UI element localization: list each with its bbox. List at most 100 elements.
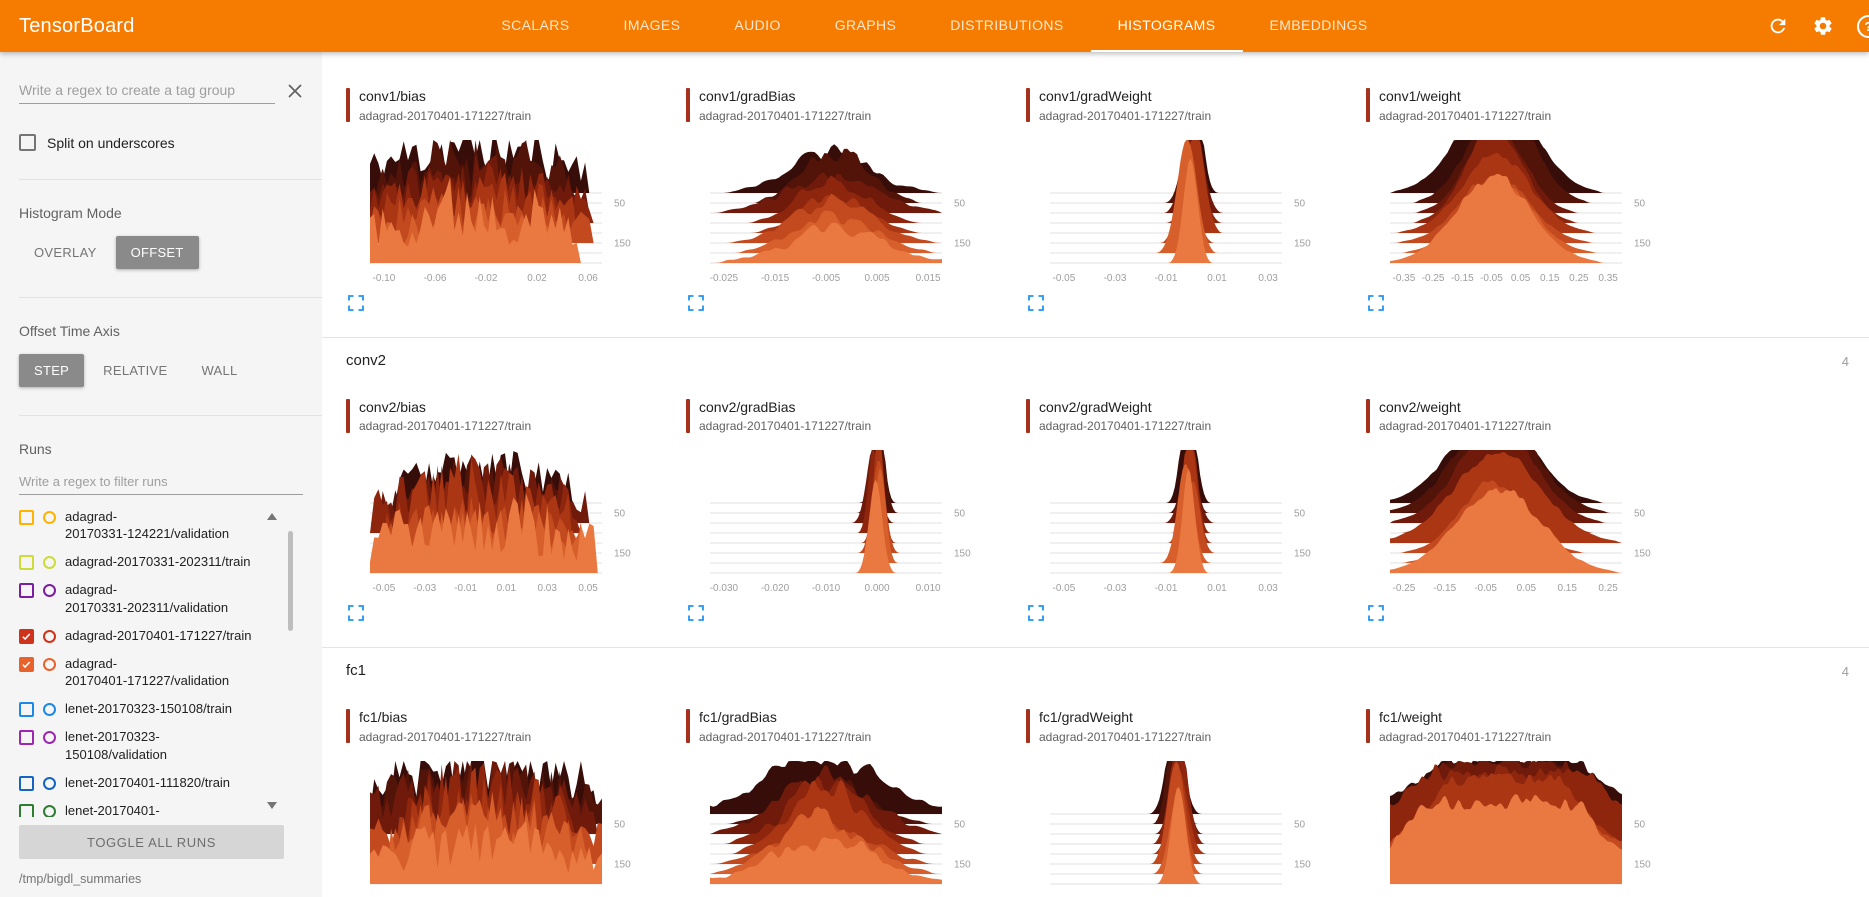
run-row[interactable]: lenet-20170323-150108/validation [19, 723, 303, 768]
run-checkbox[interactable] [19, 803, 34, 817]
tab-histograms[interactable]: HISTOGRAMS [1090, 0, 1243, 52]
help-icon[interactable]: ? [1857, 14, 1869, 38]
svg-text:150: 150 [1634, 549, 1651, 560]
scroll-up-icon[interactable] [267, 513, 277, 520]
settings-icon[interactable] [1812, 15, 1834, 37]
card-title: conv2/weight [1379, 398, 1461, 415]
histogram-chart-fc1-gradWeight[interactable]: 50 150 [1034, 752, 1334, 897]
split-underscores-checkbox[interactable] [19, 134, 36, 151]
tab-scalars[interactable]: SCALARS [501, 17, 570, 33]
histogram-chart-fc1-weight[interactable]: 50 150 [1374, 752, 1674, 897]
run-radio[interactable] [43, 703, 56, 717]
run-radio[interactable] [43, 556, 56, 570]
time-axis-option-relative[interactable]: RELATIVE [103, 363, 168, 378]
tag-filter-group: Split on underscores [19, 52, 322, 180]
svg-text:50: 50 [954, 198, 966, 209]
tab-images[interactable]: IMAGES [623, 17, 681, 33]
tag-group-filter-input[interactable] [19, 77, 275, 104]
runs-group: Runs adagrad- 20170331-124221/validation… [19, 416, 322, 886]
run-row[interactable]: lenet-20170401-111820/validation [19, 797, 303, 817]
expand-icon[interactable] [348, 605, 364, 621]
run-radio[interactable] [43, 776, 56, 790]
run-row[interactable]: adagrad- 20170401-171227/validation [19, 650, 303, 695]
histogram-chart-conv1-gradBias[interactable]: 50 150 -0.025 -0.015 -0.005 0.005 0.015 [694, 131, 994, 289]
section-header[interactable]: conv2 4 [322, 336, 1869, 399]
histogram-mode-option-overlay[interactable]: OVERLAY [34, 245, 97, 260]
section-header[interactable]: fc1 4 [322, 647, 1869, 709]
runs-filter-input[interactable] [19, 469, 303, 495]
scroll-down-icon[interactable] [267, 802, 277, 809]
run-checkbox[interactable] [19, 510, 34, 525]
histogram-chart-conv2-gradWeight[interactable]: 50 150 -0.05 -0.03 -0.01 0.01 0.03 [1034, 441, 1334, 599]
histogram-mode-group: Histogram Mode OVERLAY OFFSET [19, 180, 322, 298]
run-checkbox[interactable] [19, 555, 34, 571]
expand-icon[interactable] [688, 294, 704, 311]
run-row[interactable]: adagrad- 20170331-124221/validation [19, 503, 303, 548]
run-checkbox[interactable] [19, 775, 34, 791]
svg-text:0.25: 0.25 [1569, 273, 1589, 284]
svg-text:0.05: 0.05 [1517, 583, 1537, 594]
histogram-mode-option-offset[interactable]: OFFSET [115, 236, 199, 269]
card-header: conv2/gradWeight adagrad-20170401-171227/… [1026, 398, 1366, 433]
run-checkbox[interactable] [19, 656, 34, 672]
run-checkbox[interactable] [19, 628, 34, 644]
run-radio[interactable] [43, 804, 56, 817]
histogram-chart-fc1-bias[interactable]: 50 150 [354, 752, 654, 897]
histogram-chart-fc1-gradBias[interactable]: 50 150 [694, 752, 994, 897]
svg-text:0.02: 0.02 [527, 273, 547, 284]
card-header: conv2/bias adagrad-20170401-171227/train [346, 398, 686, 433]
histogram-chart-conv2-weight[interactable]: 50 150 -0.25 -0.15 -0.05 0.05 0.15 0.25 [1374, 441, 1674, 599]
histogram-chart-conv1-gradWeight[interactable]: 50 150 -0.05 -0.03 -0.01 0.01 0.03 [1034, 131, 1334, 289]
expand-icon[interactable] [1368, 294, 1384, 311]
run-radio[interactable] [43, 657, 56, 671]
offset-time-axis-label: Offset Time Axis [19, 323, 120, 339]
run-radio[interactable] [43, 584, 56, 598]
histogram-chart-conv1-weight[interactable]: 50 150 -0.35 -0.25 -0.15 -0.05 0.05 0.15 0.25 0.3… [1374, 131, 1674, 289]
run-checkbox[interactable] [19, 702, 34, 718]
histogram-chart-conv2-bias[interactable]: 50 150 -0.05 -0.03 -0.01 0.01 0.03 0.05 [354, 441, 654, 599]
tab-graphs[interactable]: GRAPHS [834, 17, 897, 33]
histogram-chart-conv1-bias[interactable]: 50 150 -0.10 -0.06 -0.02 0.02 0.06 [354, 131, 654, 289]
toggle-all-runs-button[interactable]: TOGGLE ALL RUNS [19, 825, 284, 859]
run-color-marker [1366, 398, 1370, 433]
card-row: conv2/bias adagrad-20170401-171227/train 5… [322, 398, 1869, 622]
svg-text:150: 150 [1294, 549, 1311, 560]
svg-text:50: 50 [1294, 198, 1306, 209]
scrollbar-thumb[interactable] [288, 531, 293, 631]
run-row[interactable]: lenet-20170323-150108/train [19, 695, 303, 723]
card-run-name: adagrad-20170401-171227/train [1379, 729, 1552, 744]
run-row[interactable]: adagrad-20170401-171227/train [19, 622, 303, 650]
run-color-marker [1366, 709, 1370, 743]
time-axis-option-step[interactable]: STEP [19, 354, 85, 387]
run-row[interactable]: adagrad-20170331-202311/train [19, 548, 303, 576]
run-row[interactable]: adagrad- 20170331-202311/validation [19, 576, 303, 621]
card-run-name: adagrad-20170401-171227/train [699, 419, 872, 433]
run-radio[interactable] [43, 629, 56, 643]
tab-embeddings[interactable]: EMBEDDINGS [1269, 17, 1368, 33]
expand-icon[interactable] [1368, 605, 1384, 621]
expand-icon[interactable] [688, 605, 704, 621]
expand-icon[interactable] [1028, 605, 1044, 621]
time-axis-option-wall[interactable]: WALL [201, 363, 238, 378]
card-run-name: adagrad-20170401-171227/train [1379, 419, 1552, 433]
tab-distributions[interactable]: DISTRIBUTIONS [950, 17, 1064, 33]
tab-audio[interactable]: AUDIO [734, 17, 781, 33]
run-row[interactable]: lenet-20170401-111820/train [19, 769, 303, 797]
svg-text:-0.10: -0.10 [373, 273, 396, 284]
refresh-icon[interactable] [1767, 15, 1789, 37]
expand-icon[interactable] [1028, 294, 1044, 311]
svg-text:50: 50 [614, 198, 626, 209]
time-axis-options: STEP RELATIVE WALL [19, 354, 303, 387]
run-checkbox[interactable] [19, 730, 34, 746]
expand-icon[interactable] [348, 294, 364, 311]
svg-text:-0.25: -0.25 [1393, 583, 1416, 594]
clear-icon[interactable] [287, 83, 303, 99]
svg-text:-0.01: -0.01 [1155, 583, 1178, 594]
run-checkbox[interactable] [19, 583, 34, 599]
card-header: conv1/weight adagrad-20170401-171227/trai… [1366, 88, 1706, 123]
svg-text:0.06: 0.06 [578, 273, 598, 284]
run-radio[interactable] [43, 731, 56, 745]
histogram-chart-conv2-gradBias[interactable]: 50 150 -0.030 -0.020 -0.010 0.000 0.010 [694, 441, 994, 599]
run-radio[interactable] [43, 511, 56, 524]
svg-text:-0.03: -0.03 [1104, 583, 1127, 594]
